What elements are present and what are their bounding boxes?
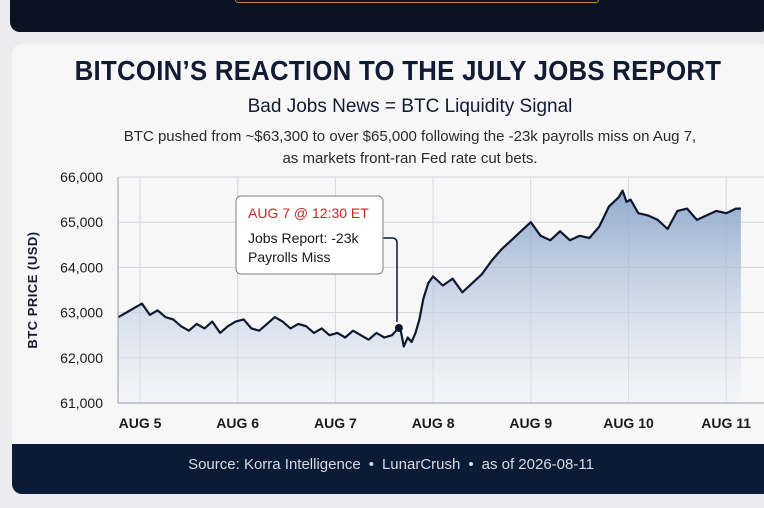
annotation-connector <box>382 237 398 322</box>
footer-separator: • <box>468 456 474 473</box>
annotation-marker <box>394 323 403 332</box>
as-of-date: as of 2026-08-11 <box>481 456 594 473</box>
y-axis-title: BTC PRICE (USD) <box>25 231 40 348</box>
description-line-2: as markets front-ran Fed rate cut bets. <box>282 150 538 167</box>
x-tick-label: AUG 6 <box>216 415 259 431</box>
footer-source: Source: Korra Intelligence • LunarCrush • as… <box>0 456 764 473</box>
x-tick-label: AUG 10 <box>603 415 654 431</box>
annotation-box <box>235 195 384 275</box>
annotation-line-2: Payrolls Miss <box>248 249 330 265</box>
price-area-fill <box>118 190 741 403</box>
source-label: Source: Korra Intelligence <box>188 456 361 473</box>
top-banner <box>10 0 764 32</box>
y-tick-label: 64,000 <box>60 259 103 275</box>
chart-subtitle: Bad Jobs News = BTC Liquidity Signal <box>247 96 573 117</box>
banner-accent-line <box>235 0 599 3</box>
y-tick-label: 65,000 <box>60 214 103 230</box>
y-tick-label: 66,000 <box>60 169 103 185</box>
x-tick-label: AUG 8 <box>412 415 455 431</box>
y-tick-label: 63,000 <box>60 305 103 321</box>
description-line-1: BTC pushed from ~$63,300 to over $65,000… <box>123 128 697 145</box>
x-tick-label: AUG 11 <box>701 415 751 431</box>
y-tick-label: 61,000 <box>60 395 103 411</box>
y-tick-label: 62,000 <box>60 350 103 366</box>
x-tick-label: AUG 9 <box>509 415 552 431</box>
footer-bar <box>12 444 764 494</box>
x-tick-label: AUG 7 <box>314 415 357 431</box>
chart-description: BTC pushed from ~$63,300 to over $65,000… <box>0 126 764 170</box>
chart-title: BITCOIN’S REACTION TO THE JULY JOBS REPO… <box>74 55 722 86</box>
price-line <box>117 189 741 348</box>
source-name: LunarCrush <box>381 456 461 473</box>
footer-separator: • <box>368 456 374 473</box>
x-tick-label: AUG 5 <box>119 415 162 431</box>
annotation-time: AUG 7 @ 12:30 ET <box>248 205 369 221</box>
annotation-line-1: Jobs Report: -23k <box>248 230 359 246</box>
